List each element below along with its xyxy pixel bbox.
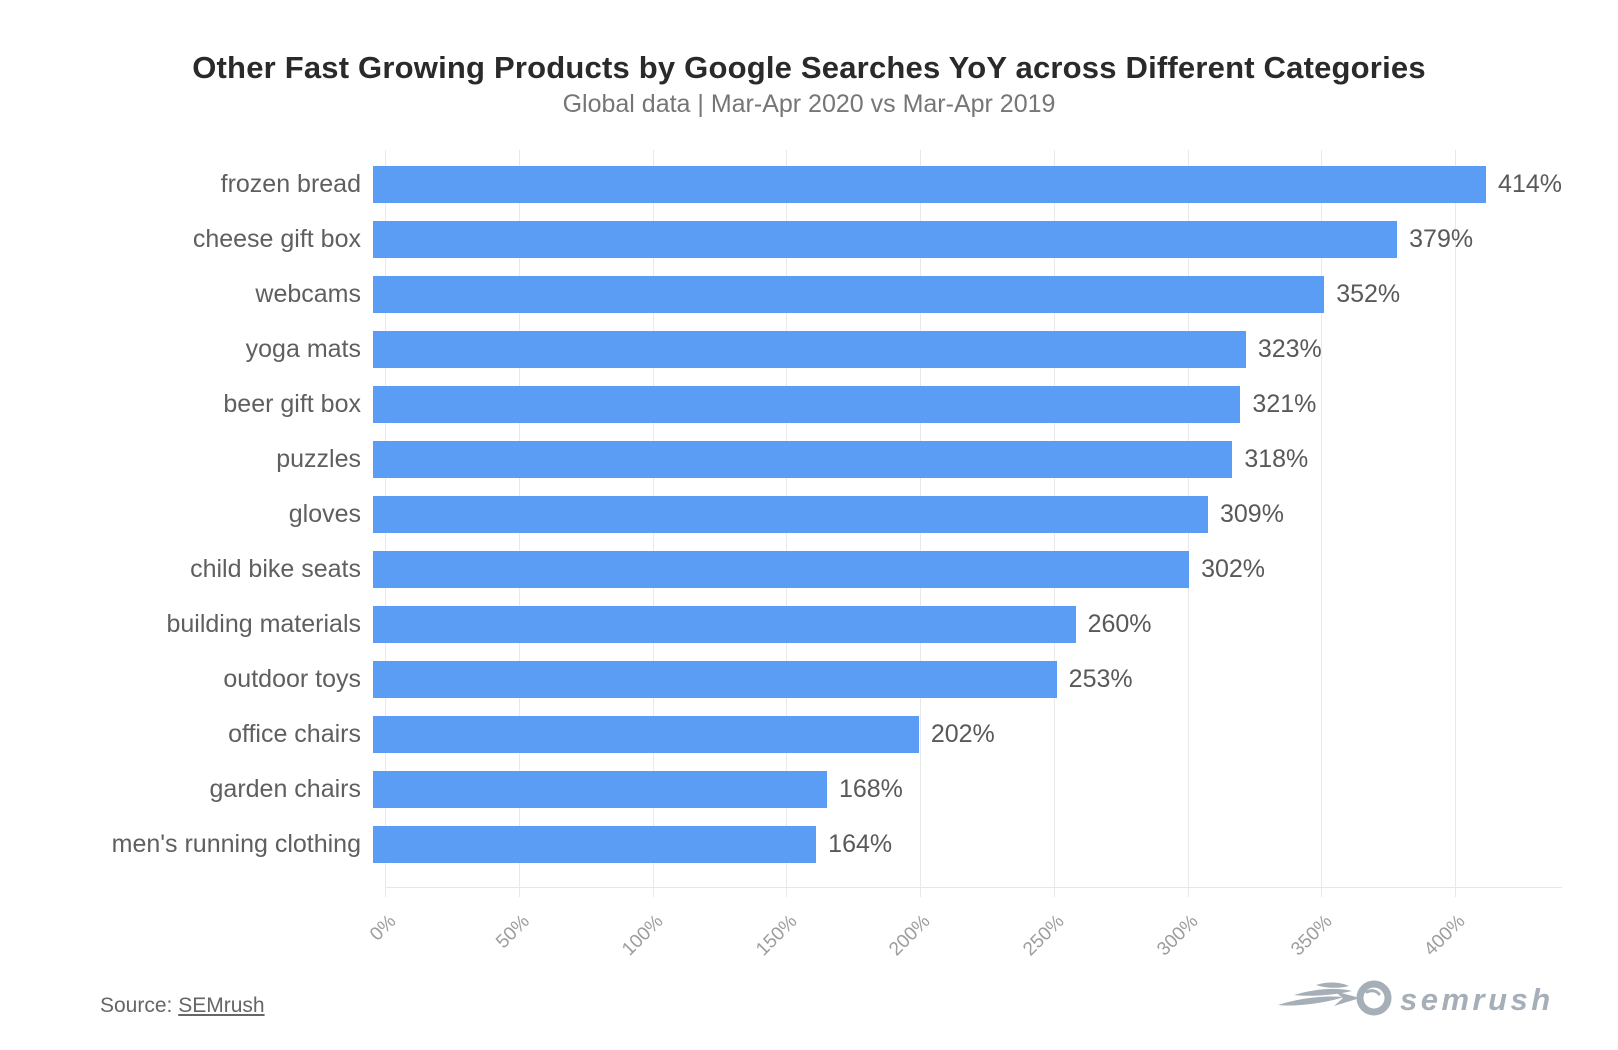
source-link[interactable]: SEMrush bbox=[178, 994, 265, 1017]
category-label: child bike seats bbox=[190, 555, 361, 583]
source-label: Source: bbox=[100, 994, 179, 1017]
bar-row: cheese gift box 379% bbox=[95, 212, 1562, 267]
bar-rows: frozen bread 414% cheese gift box 379% webca… bbox=[95, 150, 1562, 872]
bar-row: office chairs 202% bbox=[95, 707, 1562, 762]
bar-row: gloves 309% bbox=[95, 487, 1562, 542]
category-label: cheese gift box bbox=[192, 225, 361, 253]
category-label: building materials bbox=[166, 610, 361, 638]
bar-row: building materials 260% bbox=[95, 597, 1562, 652]
bar-row: garden chairs 168% bbox=[95, 762, 1562, 817]
value-label: 260% bbox=[1087, 610, 1152, 638]
bar bbox=[373, 386, 1241, 423]
bar bbox=[373, 716, 919, 753]
category-label: frozen bread bbox=[220, 170, 361, 198]
bar-row: yoga mats 323% bbox=[95, 322, 1562, 377]
x-tick-label: 400% bbox=[1420, 911, 1470, 961]
bar-area: 164% bbox=[373, 817, 1562, 872]
bar-area: 318% bbox=[373, 432, 1562, 487]
value-label: 309% bbox=[1220, 500, 1284, 528]
bar-area: 302% bbox=[373, 542, 1562, 597]
value-label: 321% bbox=[1252, 390, 1317, 418]
category-label: outdoor toys bbox=[223, 665, 361, 693]
bar-area: 202% bbox=[373, 707, 1562, 762]
bar bbox=[373, 221, 1398, 258]
value-label: 164% bbox=[828, 830, 893, 858]
bar-area: 352% bbox=[373, 267, 1562, 322]
chart-subtitle: Global data | Mar-Apr 2020 vs Mar-Apr 20… bbox=[562, 90, 1056, 118]
value-label: 414% bbox=[1498, 170, 1562, 198]
bar bbox=[373, 606, 1076, 643]
bar-row: child bike seats 302% bbox=[95, 542, 1562, 597]
x-axis-tick-labels: 0% 50% 100% 150% 200% 250% 300% 350% 400% bbox=[366, 899, 1562, 969]
category-label: gloves bbox=[288, 500, 361, 528]
bar bbox=[373, 331, 1246, 368]
bar-row: beer gift box 321% bbox=[95, 377, 1562, 432]
bar bbox=[373, 166, 1487, 203]
bar-row: outdoor toys 253% bbox=[95, 652, 1562, 707]
bar bbox=[373, 441, 1233, 478]
x-tick-label: 50% bbox=[491, 911, 534, 953]
bar-area: 414% bbox=[373, 157, 1562, 212]
gridline bbox=[1455, 150, 1456, 897]
x-tick-label: 250% bbox=[1019, 911, 1069, 961]
value-label: 352% bbox=[1336, 280, 1401, 308]
category-label: beer gift box bbox=[223, 390, 361, 418]
bar-chart: frozen bread 414% cheese gift box 379% webca… bbox=[95, 150, 1562, 960]
semrush-logo: semrush bbox=[1278, 980, 1554, 1017]
bar-area: 253% bbox=[373, 652, 1562, 707]
category-label: men's running clothing bbox=[111, 830, 361, 858]
bar-row: webcams 352% bbox=[95, 267, 1562, 322]
bar bbox=[373, 551, 1190, 588]
value-label: 379% bbox=[1409, 225, 1474, 253]
semrush-flame-icon bbox=[1278, 982, 1360, 1006]
bar bbox=[373, 496, 1208, 533]
semrush-logo-text: semrush bbox=[1400, 982, 1554, 1017]
semrush-ball-icon bbox=[1356, 980, 1392, 1016]
semrush-ball-highlight bbox=[1365, 989, 1381, 996]
x-tick-label: 150% bbox=[751, 911, 802, 961]
bar-row: men's running clothing 164% bbox=[95, 817, 1562, 872]
value-label: 302% bbox=[1201, 555, 1266, 583]
x-tick-label: 100% bbox=[618, 911, 668, 961]
source-line: Source: SEMrush bbox=[100, 994, 265, 1018]
chart-title: Other Fast Growing Products by Google Se… bbox=[192, 50, 1426, 85]
bar bbox=[373, 661, 1057, 698]
bar bbox=[373, 771, 827, 808]
bar-area: 309% bbox=[373, 487, 1562, 542]
bar-area: 321% bbox=[373, 377, 1562, 432]
category-label: yoga mats bbox=[245, 335, 361, 363]
category-label: puzzles bbox=[276, 445, 361, 473]
value-label: 202% bbox=[930, 720, 995, 748]
bar-area: 260% bbox=[373, 597, 1562, 652]
bar-area: 379% bbox=[373, 212, 1562, 267]
bar-area: 168% bbox=[373, 762, 1562, 817]
bar-row: puzzles 318% bbox=[95, 432, 1562, 487]
bar-area: 323% bbox=[373, 322, 1562, 377]
value-label: 253% bbox=[1068, 665, 1133, 693]
x-tick-label: 300% bbox=[1153, 911, 1203, 961]
bar bbox=[373, 276, 1325, 313]
x-axis-line bbox=[385, 887, 1562, 888]
bar-row: frozen bread 414% bbox=[95, 157, 1562, 212]
category-label: garden chairs bbox=[209, 775, 361, 803]
x-tick-label: 350% bbox=[1286, 911, 1337, 961]
x-tick-label: 0% bbox=[365, 911, 400, 946]
x-tick-label: 200% bbox=[885, 911, 935, 961]
value-label: 323% bbox=[1257, 335, 1322, 363]
bar bbox=[373, 826, 817, 863]
value-label: 318% bbox=[1244, 445, 1309, 473]
category-label: webcams bbox=[255, 280, 361, 308]
category-label: office chairs bbox=[228, 720, 361, 748]
gridline bbox=[1321, 150, 1323, 897]
value-label: 168% bbox=[838, 775, 903, 803]
